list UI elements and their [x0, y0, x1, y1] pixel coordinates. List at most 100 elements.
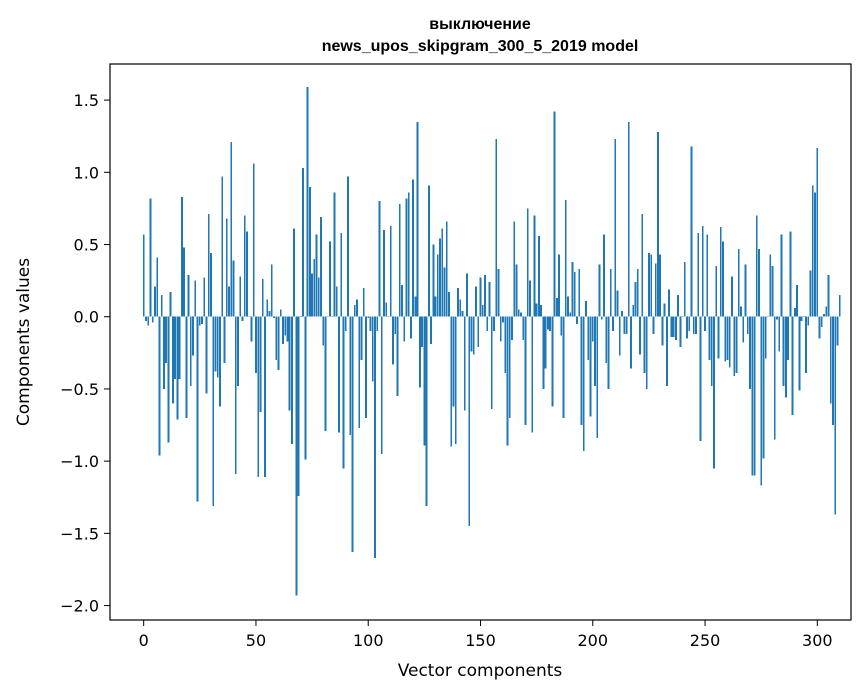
bar	[564, 199, 567, 317]
bar	[282, 316, 284, 345]
bar	[149, 198, 152, 317]
bar	[529, 280, 531, 317]
bar	[383, 230, 385, 317]
bar	[344, 316, 347, 332]
bar	[692, 316, 695, 335]
bar	[192, 316, 194, 356]
y-tick-label: −0.5	[60, 380, 99, 399]
bar	[434, 296, 437, 317]
bar	[520, 312, 522, 317]
bar	[591, 316, 594, 342]
bar	[742, 316, 745, 343]
bar	[320, 217, 322, 317]
bar	[273, 316, 275, 319]
bar	[165, 316, 168, 363]
bar	[569, 312, 572, 317]
bar	[275, 316, 278, 361]
bar	[704, 316, 706, 332]
bar	[257, 316, 260, 478]
bar	[735, 316, 738, 374]
bar	[614, 139, 617, 317]
bar	[194, 280, 197, 317]
bar	[466, 273, 468, 317]
bar	[535, 303, 538, 317]
bar	[203, 277, 206, 317]
bar	[414, 296, 417, 317]
bar	[731, 276, 733, 317]
bar	[154, 286, 156, 317]
bar	[773, 316, 776, 440]
bar	[683, 261, 686, 317]
bar	[618, 316, 621, 356]
bar	[755, 215, 758, 317]
bar	[387, 316, 390, 318]
bar	[513, 221, 516, 317]
bar	[522, 316, 525, 340]
bar	[376, 316, 379, 332]
bar	[728, 316, 731, 368]
bar	[542, 316, 545, 389]
bar	[488, 282, 491, 317]
bar	[616, 290, 619, 317]
bar	[477, 316, 480, 348]
bar	[576, 316, 578, 324]
bar	[176, 316, 179, 420]
bar	[762, 316, 765, 459]
bar	[537, 235, 540, 317]
bar	[749, 316, 751, 389]
x-axis-label: Vector components	[398, 661, 563, 681]
bar	[425, 316, 428, 506]
bar	[623, 316, 626, 335]
bar	[511, 316, 513, 340]
x-tick-label: 250	[690, 631, 721, 650]
bar	[524, 316, 527, 426]
bar	[744, 264, 747, 317]
bar	[663, 303, 666, 317]
bar	[385, 302, 388, 317]
bar	[540, 305, 543, 317]
bar	[356, 299, 358, 317]
bar	[526, 208, 529, 317]
bar	[645, 316, 648, 389]
bar	[335, 286, 338, 317]
bar	[299, 316, 302, 318]
bar	[405, 198, 408, 317]
bar	[668, 289, 671, 317]
bar	[297, 316, 300, 496]
bar	[715, 266, 718, 317]
bar	[178, 316, 181, 379]
bar	[216, 316, 219, 378]
bar	[814, 192, 816, 317]
bar	[448, 292, 450, 317]
bar	[753, 316, 756, 476]
bar	[612, 316, 614, 332]
bar	[719, 227, 722, 317]
bar	[252, 163, 255, 317]
bar	[362, 287, 365, 317]
bar	[187, 274, 190, 317]
bar	[326, 316, 329, 318]
bar	[517, 309, 520, 317]
bar	[313, 258, 316, 317]
x-tick-label: 200	[577, 631, 608, 650]
bar	[573, 271, 576, 317]
bar	[421, 316, 424, 348]
bar	[787, 316, 790, 361]
bar	[506, 316, 509, 446]
bar	[171, 316, 174, 404]
bar	[674, 316, 677, 340]
bar	[594, 316, 596, 387]
bar	[450, 316, 453, 447]
bar	[248, 316, 251, 318]
bar	[230, 141, 233, 317]
bar	[793, 308, 796, 317]
bar	[544, 316, 547, 369]
bar	[311, 273, 313, 317]
bar	[158, 316, 161, 456]
bar	[221, 176, 224, 317]
bar	[688, 316, 691, 332]
bar	[142, 234, 145, 317]
bar	[816, 147, 819, 317]
bar	[198, 316, 201, 326]
bar	[304, 316, 307, 460]
